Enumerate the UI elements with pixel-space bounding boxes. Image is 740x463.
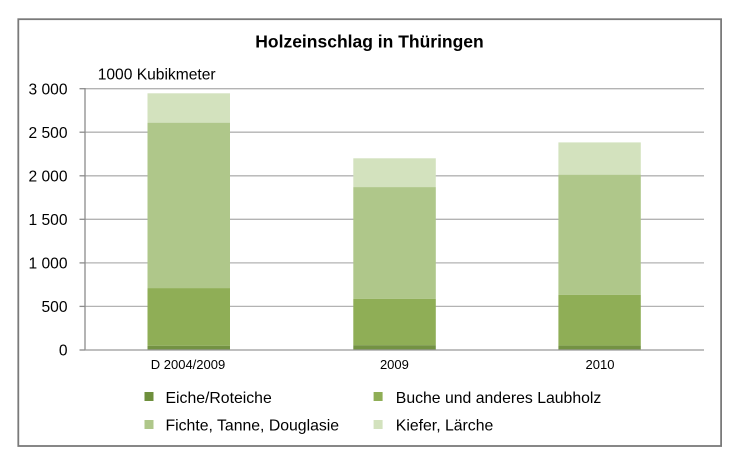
svg-text:2 000: 2 000 (28, 168, 67, 185)
svg-text:2009: 2009 (380, 357, 409, 372)
svg-text:Holzeinschlag in Thüringen: Holzeinschlag in Thüringen (255, 32, 483, 52)
svg-text:Eiche/Roteiche: Eiche/Roteiche (166, 390, 272, 407)
svg-text:500: 500 (41, 299, 67, 316)
svg-text:3 000: 3 000 (28, 81, 67, 98)
svg-text:0: 0 (59, 343, 68, 360)
svg-text:1 000: 1 000 (28, 256, 67, 273)
svg-text:Fichte, Tanne, Douglasie: Fichte, Tanne, Douglasie (166, 418, 340, 435)
svg-text:Kiefer, Lärche: Kiefer, Lärche (396, 418, 494, 435)
svg-text:Buche und anderes Laubholz: Buche und anderes Laubholz (396, 390, 602, 407)
svg-text:1000 Kubikmeter: 1000 Kubikmeter (98, 66, 216, 83)
svg-text:2010: 2010 (586, 357, 615, 372)
svg-text:D 2004/2009: D 2004/2009 (151, 357, 225, 372)
svg-text:2 500: 2 500 (28, 125, 67, 142)
svg-text:1 500: 1 500 (28, 212, 67, 229)
